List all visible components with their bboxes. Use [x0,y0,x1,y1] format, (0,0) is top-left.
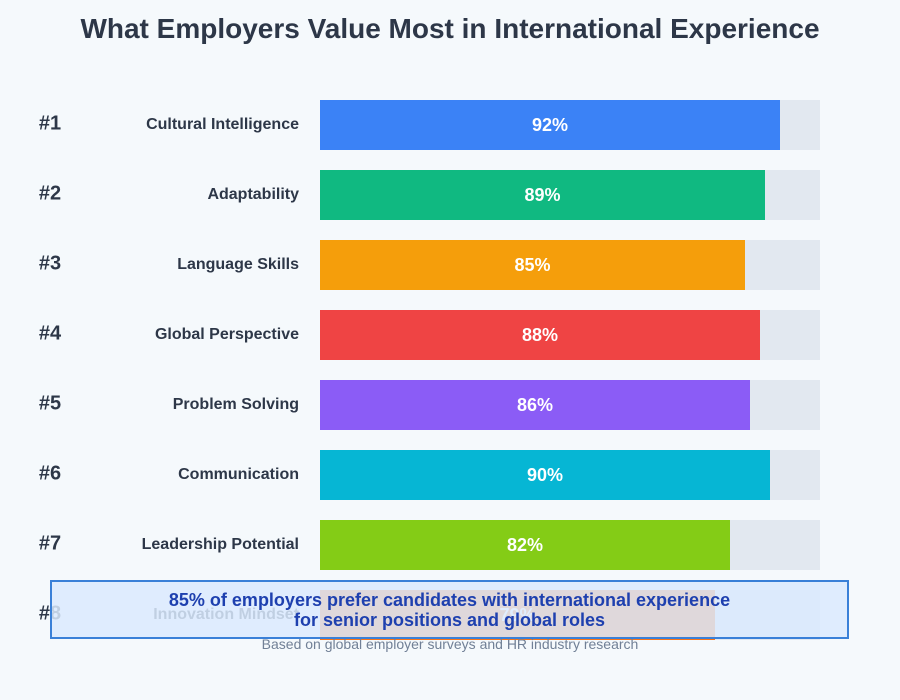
bar [320,170,765,220]
rank-label: #2 [39,182,61,204]
category-label: Cultural Intelligence [146,116,299,133]
rank-label: #4 [39,322,62,344]
callout-line-2: for senior positions and global roles [293,610,606,630]
value-label: 82% [507,535,543,555]
source-note: Based on global employer surveys and HR … [261,636,639,652]
bar [320,310,760,360]
value-label: 90% [527,465,563,485]
category-label: Problem Solving [173,396,299,413]
bar [320,380,750,430]
rank-label: #1 [39,112,61,134]
value-label: 86% [517,395,553,415]
key-insight-callout: 85% of employers prefer candidates with … [50,580,849,639]
bar [320,240,745,290]
value-label: 85% [514,255,550,275]
bar [320,450,770,500]
callout-line-1: 85% of employers prefer candidates with … [168,590,731,610]
category-label: Adaptability [207,186,299,203]
category-label: Communication [178,466,299,483]
rank-label: #7 [39,532,61,554]
value-label: 89% [524,185,560,205]
category-label: Leadership Potential [142,536,299,553]
rank-label: #6 [39,462,61,484]
rank-label: #5 [39,392,61,414]
rank-label: #3 [39,252,61,274]
category-label: Language Skills [177,256,299,273]
value-label: 92% [532,115,568,135]
value-label: 88% [522,325,558,345]
bar [320,100,780,150]
category-label: Global Perspective [155,326,299,343]
bar [320,520,730,570]
chart-title: What Employers Value Most in Internation… [80,13,820,44]
